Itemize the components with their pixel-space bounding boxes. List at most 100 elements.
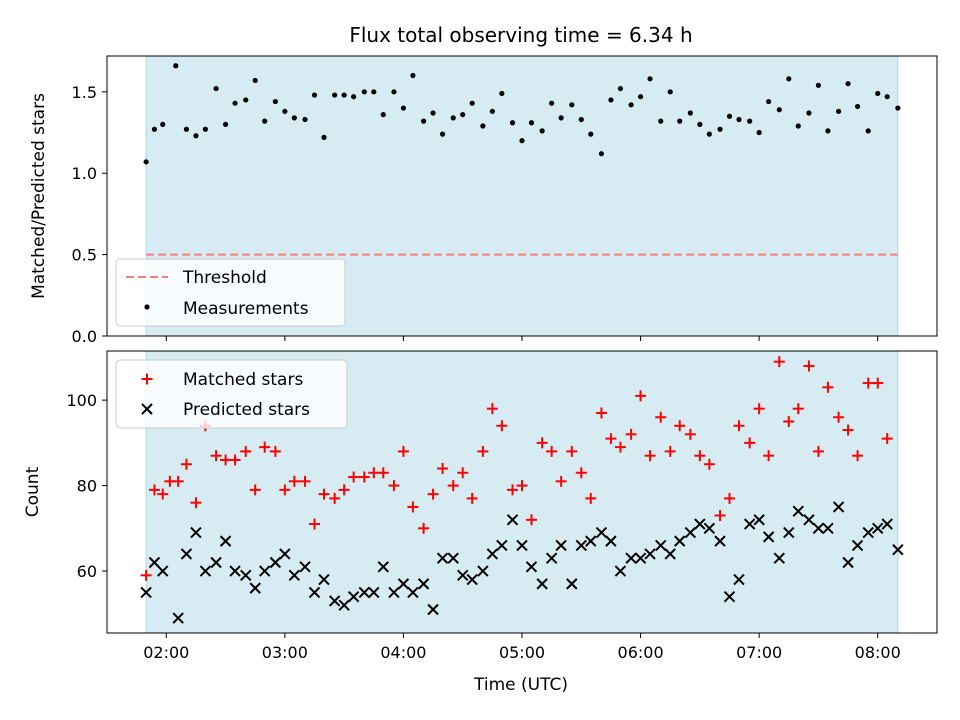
predicted-point (753, 514, 765, 526)
matched-point (684, 428, 696, 440)
matched-point (625, 428, 637, 440)
predicted-point-b (240, 569, 252, 582)
measurement-point (806, 110, 812, 116)
predicted-point (655, 539, 667, 552)
predicted-point (368, 586, 380, 599)
predicted-point (684, 526, 697, 539)
measurement-point (282, 108, 288, 114)
predicted-point-b (762, 531, 775, 543)
matched-point (477, 445, 489, 457)
predicted-point-b (318, 573, 330, 586)
predicted-point-b (595, 526, 608, 539)
predicted-point (614, 565, 627, 577)
bottom-xlabel: Time (UTC) (473, 675, 568, 695)
predicted-point-b (258, 565, 271, 577)
predicted-point-b (812, 522, 825, 535)
bottom-xtick-label: 03:00 (262, 643, 308, 662)
predicted-point-b (157, 565, 169, 577)
predicted-legend-label: Predicted stars (183, 400, 310, 420)
matched-point (466, 492, 478, 504)
measurement-point (617, 85, 624, 92)
predicted-point-b (575, 539, 587, 552)
predicted-point (477, 565, 489, 577)
predicted-point-b (585, 535, 597, 547)
predicted-point-b (210, 556, 222, 569)
top-legend: Threshold Measurements (115, 258, 346, 327)
predicted-point-b (881, 518, 893, 530)
matched-point (229, 454, 241, 466)
measurement-point (608, 97, 614, 103)
matched-point (388, 480, 400, 492)
predicted-point-b (694, 518, 706, 530)
measurement-point (776, 107, 782, 113)
measurement-point (658, 118, 664, 124)
predicted-point (299, 561, 311, 573)
measurement-point (499, 90, 505, 97)
top-ytick-label: 0.5 (72, 246, 97, 265)
matched-point (358, 471, 370, 483)
predicted-point-b (832, 501, 845, 513)
predicted-point-b (545, 552, 558, 564)
predicted-point-b (842, 556, 854, 569)
predicted-point (723, 590, 736, 603)
matched-point (507, 484, 519, 496)
predicted-point (417, 578, 430, 590)
matched-point (397, 445, 409, 457)
measurement-point (243, 97, 249, 103)
matched-point (881, 433, 893, 445)
predicted-point (872, 522, 884, 535)
predicted-point (308, 586, 321, 599)
predicted-point (536, 578, 548, 590)
predicted-point (733, 573, 745, 586)
predicted-point (773, 552, 786, 564)
predicted-point (388, 586, 400, 599)
measurement-point (717, 126, 723, 132)
predicted-point-b (625, 552, 637, 564)
predicted-point (180, 548, 193, 560)
bottom-xtick-label: 08:00 (855, 643, 901, 662)
matched-point (822, 381, 834, 393)
predicted-point (881, 518, 893, 530)
bottom-axes-frame (106, 350, 938, 634)
measurement-point (687, 110, 693, 116)
bottom-xtick-label: 06:00 (618, 643, 664, 662)
predicted-point (664, 548, 676, 560)
predicted-point-b (148, 556, 161, 569)
measurement-point (637, 94, 644, 100)
predicted-point-b (634, 552, 647, 564)
matched-point (595, 407, 607, 419)
matched-point (157, 488, 169, 500)
matched-point (724, 492, 735, 504)
top-ylabel: Matched/Predicted stars (29, 93, 49, 299)
predicted-point (803, 514, 815, 526)
predicted-point-b (447, 552, 459, 564)
predicted-point (229, 565, 241, 577)
predicted-legend-swatch (141, 403, 153, 415)
predicted-point-b (851, 539, 864, 552)
predicted-point (743, 518, 756, 530)
top-yaxis: 0.0 0.5 1.0 1.5 (72, 83, 107, 346)
predicted-point-b (358, 586, 371, 599)
measurement-point (272, 98, 278, 105)
bottom-legend-box (115, 359, 348, 429)
predicted-point-b (466, 573, 478, 586)
predicted-point (466, 573, 478, 586)
predicted-point (506, 514, 519, 526)
predicted-point (783, 526, 795, 539)
matched-point (783, 416, 795, 427)
predicted-point (140, 586, 152, 599)
matched-point (575, 467, 587, 479)
measurement-point (667, 89, 673, 95)
predicted-point (258, 565, 271, 577)
measurement-point (628, 102, 634, 108)
predicted-point (279, 548, 291, 560)
measurement-point (202, 126, 209, 132)
predicted-point-b (417, 578, 430, 590)
predicted-point (496, 539, 508, 552)
measurement-point (469, 100, 475, 106)
matched-point (655, 411, 667, 423)
top-xaxis-ticks (165, 336, 879, 341)
predicted-point (190, 526, 202, 539)
measurement-point (193, 133, 199, 139)
top-legend-box (115, 258, 346, 327)
